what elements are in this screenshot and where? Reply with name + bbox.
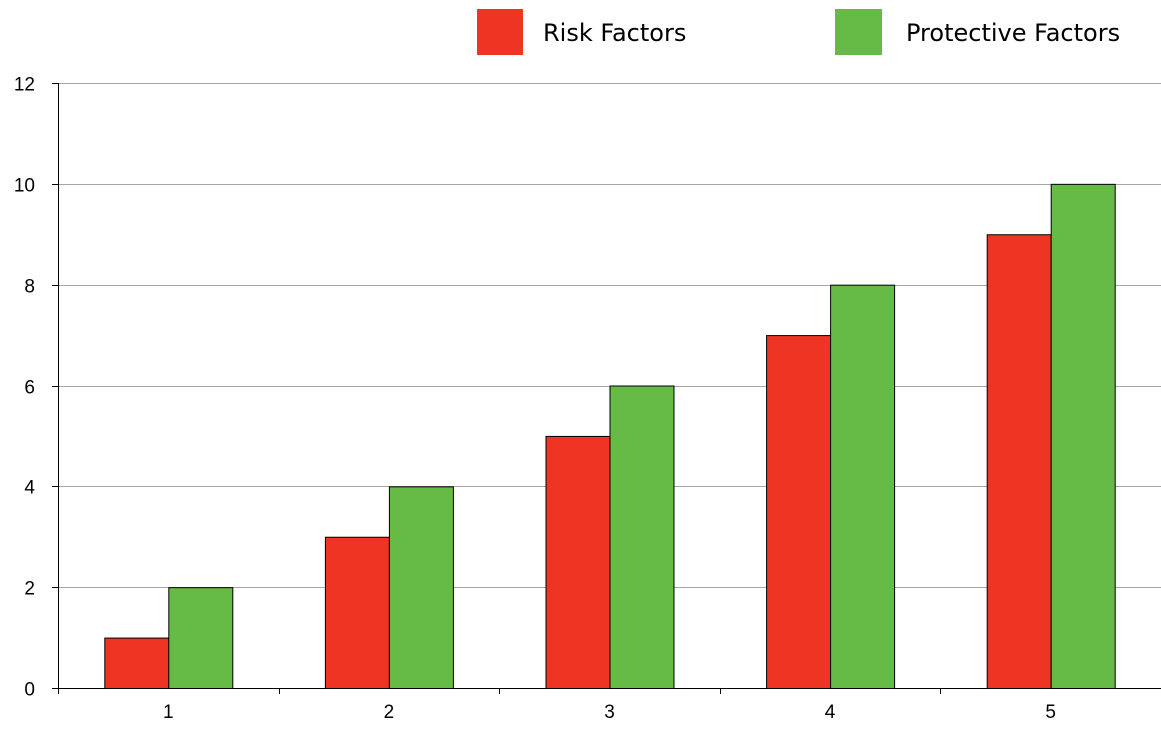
legend-label-risk-factors: Risk Factors: [543, 19, 686, 47]
y-tick-label: 0: [24, 680, 35, 701]
legend: Risk Factors Protective Factors: [477, 9, 1120, 55]
legend-swatch-risk-factors: [477, 9, 523, 55]
x-tick-label: 3: [604, 702, 615, 723]
bar-risk-factors-5: [986, 234, 1052, 689]
bar-protective-factors-2: [388, 486, 454, 690]
y-tick-label: 12: [14, 75, 35, 96]
y-tick-label: 6: [24, 378, 35, 399]
bar-protective-factors-5: [1050, 183, 1116, 689]
bar-risk-factors-2: [324, 536, 390, 689]
legend-label-protective-factors: Protective Factors: [906, 19, 1120, 47]
bar-risk-factors-1: [104, 637, 170, 689]
bars: [104, 183, 1116, 690]
y-tick-label: 4: [24, 478, 35, 499]
x-tick-label: 5: [1045, 702, 1056, 723]
legend-swatch-protective-factors: [835, 9, 882, 55]
x-tick-label: 4: [825, 702, 836, 723]
bar-risk-factors-4: [766, 335, 832, 689]
bar-risk-factors-3: [545, 435, 611, 689]
y-tick-label: 8: [24, 277, 35, 298]
bar-protective-factors-1: [168, 587, 234, 690]
y-tick-label: 10: [14, 176, 35, 197]
bar-protective-factors-4: [830, 284, 896, 689]
y-tick-label: 2: [24, 579, 35, 600]
bar-protective-factors-3: [609, 385, 675, 689]
axes: [52, 83, 1161, 694]
x-tick-label: 1: [163, 702, 174, 723]
x-tick-label: 2: [384, 702, 395, 723]
